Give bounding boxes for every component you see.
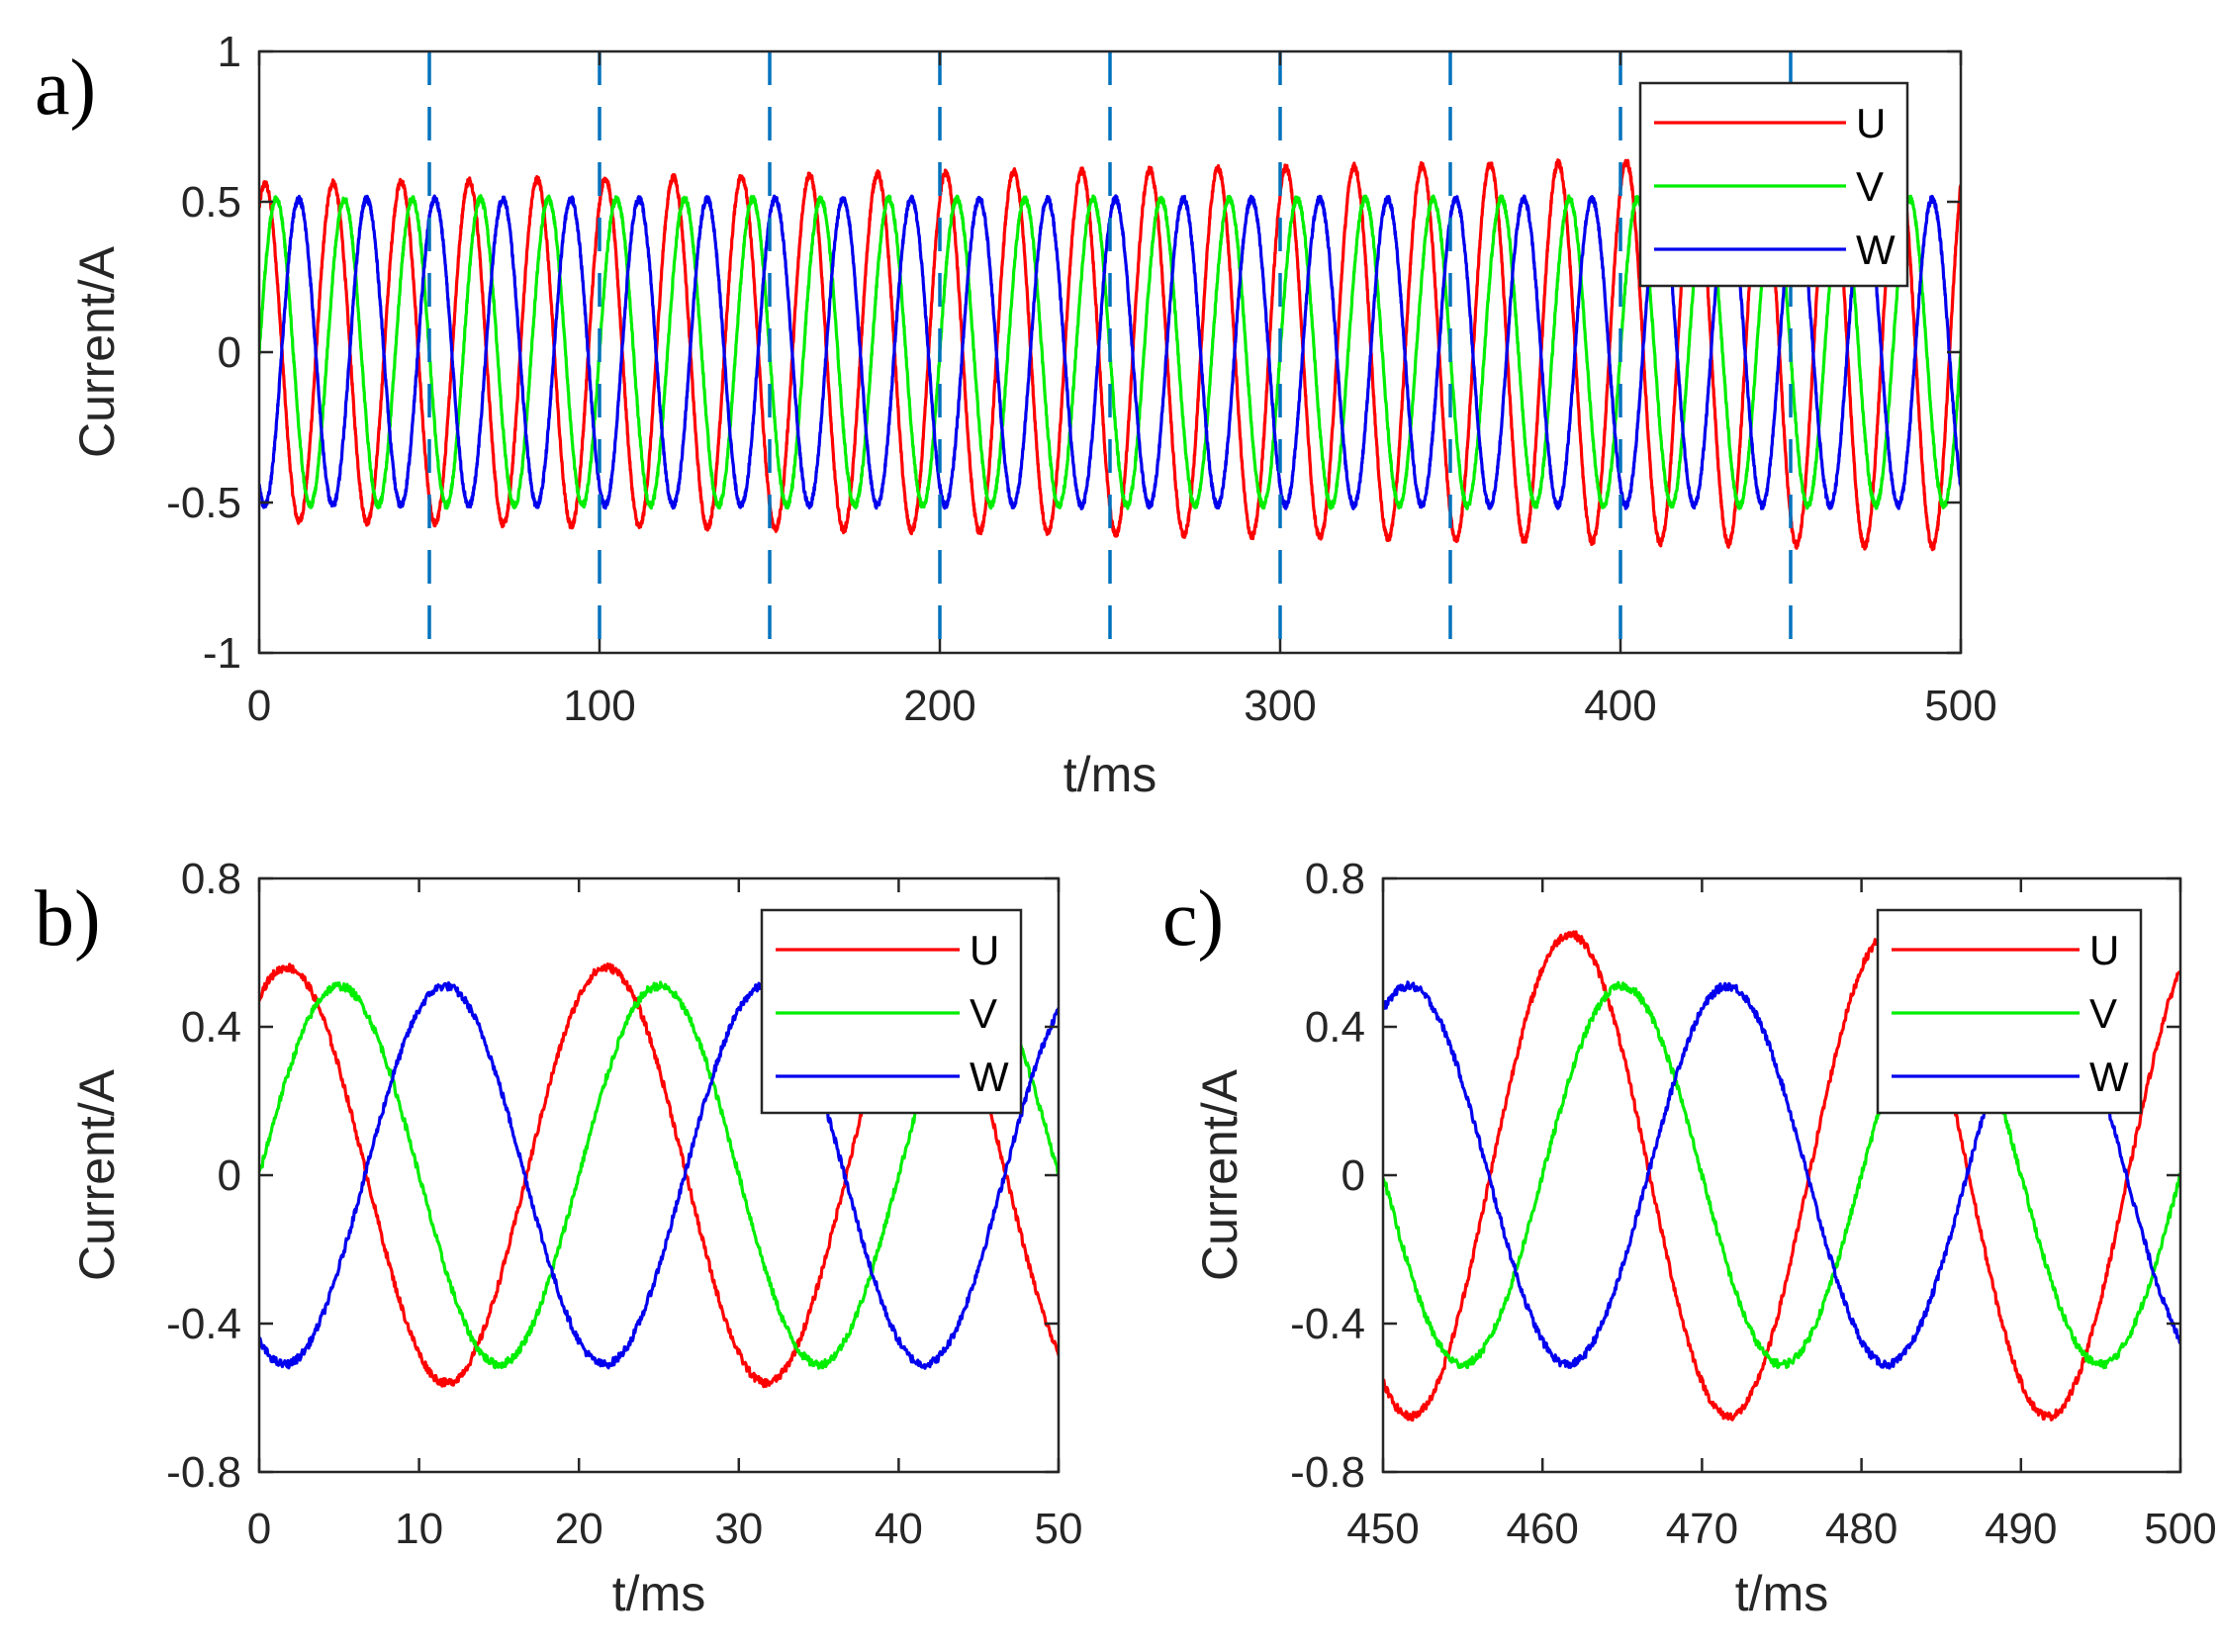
y-axis-label: Current/A bbox=[69, 245, 125, 458]
y-tick-label: -0.4 bbox=[166, 1300, 241, 1348]
panel-label: b) bbox=[35, 875, 101, 963]
y-tick-label: 0.8 bbox=[1305, 855, 1365, 903]
x-tick-label: 480 bbox=[1825, 1505, 1897, 1553]
legend-label-u: U bbox=[1856, 100, 1886, 146]
x-tick-label: 300 bbox=[1244, 682, 1316, 730]
y-axis-label: Current/A bbox=[69, 1068, 125, 1281]
legend-label-u: U bbox=[970, 927, 999, 973]
legend-label-v: V bbox=[1856, 163, 1884, 210]
y-tick-label: 0 bbox=[218, 328, 241, 377]
y-tick-label: -0.5 bbox=[166, 479, 241, 527]
x-tick-label: 40 bbox=[875, 1505, 923, 1553]
x-tick-label: 490 bbox=[1985, 1505, 2057, 1553]
y-tick-label: -0.8 bbox=[166, 1448, 241, 1497]
series-line-u bbox=[1383, 930, 2180, 1423]
panel-c: 450 460 470 480 490 500 -0.8 -0.4 0 0.4 0.8 t/ms Cur… bbox=[1162, 855, 2217, 1621]
x-tick-label: 450 bbox=[1346, 1505, 1419, 1553]
panel-label: a) bbox=[35, 45, 96, 132]
legend: UVW bbox=[760, 908, 1023, 1115]
x-tick-label: 20 bbox=[555, 1505, 603, 1553]
x-tick-label: 50 bbox=[1035, 1505, 1083, 1553]
x-tick-label: 460 bbox=[1506, 1505, 1578, 1553]
legend-label-w: W bbox=[1856, 227, 1896, 273]
x-axis-label: t/ms bbox=[1064, 747, 1156, 802]
x-tick-label: 10 bbox=[395, 1505, 443, 1553]
y-tick-label: 0 bbox=[218, 1151, 241, 1200]
x-tick-label: 30 bbox=[714, 1505, 763, 1553]
y-axis-label: Current/A bbox=[1192, 1068, 1248, 1281]
x-tick-label: 470 bbox=[1666, 1505, 1738, 1553]
panel-b: 0 10 20 30 40 50 -0.8 -0.4 0 0.4 0.8 t/ms Current/A b… bbox=[35, 855, 1082, 1621]
x-axis-label: t/ms bbox=[1735, 1566, 1828, 1621]
legend-label-w: W bbox=[970, 1054, 1009, 1100]
legend-label-w: W bbox=[2089, 1054, 2129, 1100]
y-tick-label: 0.4 bbox=[181, 1003, 241, 1052]
y-tick-label: 1 bbox=[218, 28, 241, 76]
x-tick-label: 500 bbox=[1924, 682, 1996, 730]
x-tick-label: 0 bbox=[247, 1505, 271, 1553]
panel-label: c) bbox=[1162, 875, 1224, 963]
x-tick-label: 200 bbox=[903, 682, 975, 730]
legend: UVW bbox=[1638, 81, 1909, 288]
legend-label-v: V bbox=[970, 990, 997, 1037]
x-axis-label: t/ms bbox=[612, 1566, 705, 1621]
x-tick-label: 100 bbox=[563, 682, 635, 730]
legend: UVW bbox=[1876, 908, 2143, 1115]
y-tick-label: 0 bbox=[1341, 1151, 1365, 1200]
y-tick-label: 0.8 bbox=[181, 855, 241, 903]
legend-label-v: V bbox=[2089, 990, 2117, 1037]
y-tick-label: 0.4 bbox=[1305, 1003, 1365, 1052]
y-tick-label: 0.5 bbox=[181, 178, 241, 227]
panel-a: 0 100 200 300 400 500 -1 -0.5 0 0.5 1 t/ms Current/A… bbox=[35, 28, 1997, 802]
y-tick-label: -0.4 bbox=[1290, 1300, 1365, 1348]
y-tick-label: -1 bbox=[203, 629, 241, 678]
legend-label-u: U bbox=[2089, 927, 2119, 973]
y-tick-label: -0.8 bbox=[1290, 1448, 1365, 1497]
series-line-w bbox=[259, 980, 1059, 1370]
x-tick-label: 400 bbox=[1584, 682, 1656, 730]
x-tick-label: 500 bbox=[2144, 1505, 2216, 1553]
x-tick-label: 0 bbox=[247, 682, 271, 730]
